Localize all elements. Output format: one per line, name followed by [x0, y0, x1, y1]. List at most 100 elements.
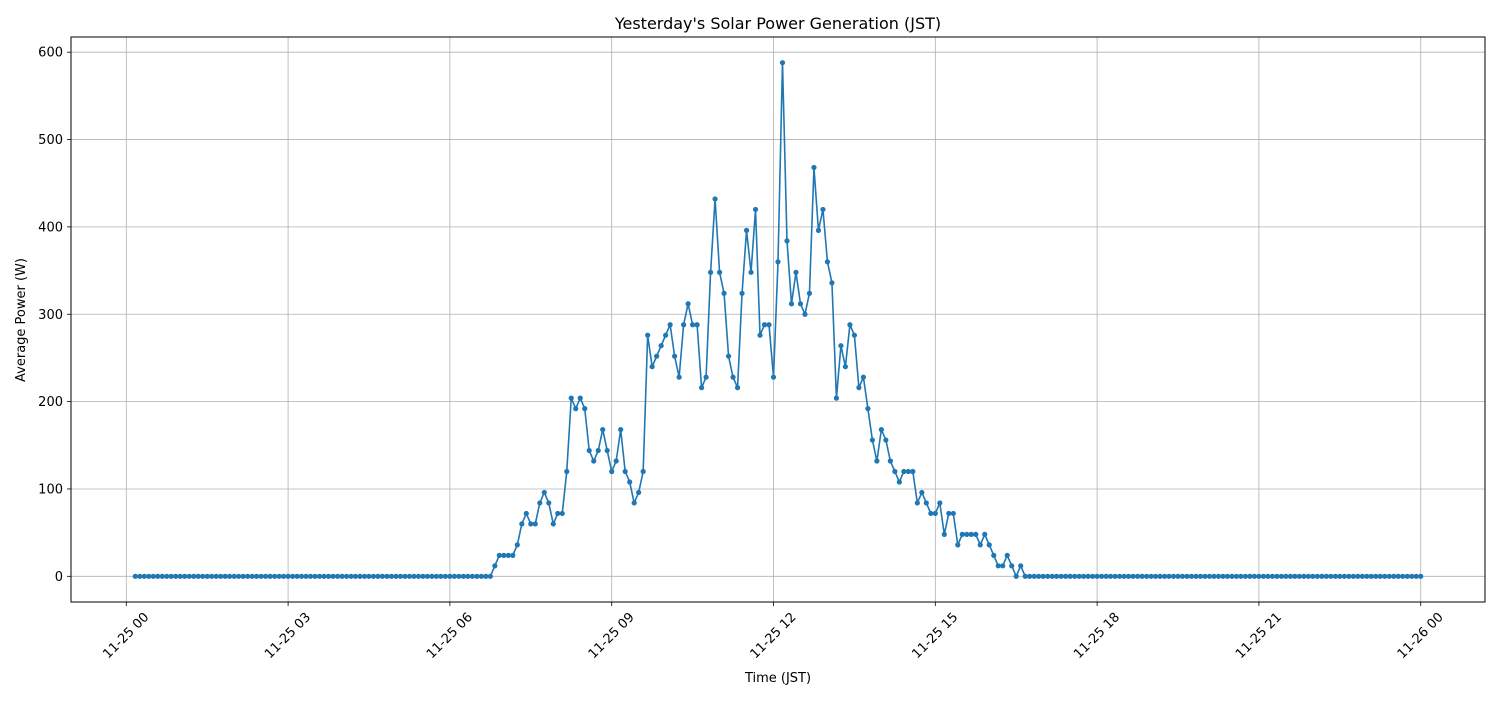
data-point	[456, 573, 462, 579]
data-point	[532, 521, 538, 527]
data-point	[928, 510, 934, 517]
data-point	[604, 447, 610, 454]
y-tick-label: 100	[38, 482, 63, 497]
data-point	[1238, 573, 1244, 579]
data-point	[1220, 573, 1226, 579]
data-point	[829, 280, 835, 286]
data-point	[433, 573, 440, 579]
data-point	[1125, 573, 1132, 579]
data-point	[1175, 573, 1181, 579]
data-point	[285, 573, 291, 579]
data-point	[397, 573, 404, 579]
data-point	[307, 573, 314, 579]
data-point	[883, 437, 889, 443]
data-point	[1404, 573, 1410, 579]
data-point	[474, 573, 480, 579]
data-point	[1242, 573, 1249, 579]
data-point	[195, 573, 201, 579]
data-point	[995, 563, 1001, 569]
y-tick-label: 0	[55, 570, 63, 585]
data-point	[1350, 573, 1356, 579]
data-point	[1031, 573, 1037, 579]
data-point	[1027, 573, 1033, 579]
data-point	[636, 489, 642, 496]
data-point	[1049, 573, 1055, 579]
data-point	[424, 573, 431, 579]
data-point	[1391, 573, 1397, 579]
data-point	[1170, 573, 1177, 579]
data-point	[982, 531, 988, 537]
data-point	[150, 573, 156, 579]
data-point	[622, 468, 628, 475]
data-point	[298, 573, 305, 579]
data-point	[1400, 573, 1406, 579]
y-tick-label: 300	[38, 308, 63, 323]
data-point	[393, 573, 399, 579]
x-axis-label: Time (JST)	[744, 671, 811, 686]
data-point	[483, 573, 489, 579]
data-point	[730, 374, 736, 380]
data-point	[654, 353, 660, 359]
data-point	[280, 573, 287, 579]
data-point	[1395, 573, 1401, 579]
data-point	[793, 269, 799, 275]
data-point	[707, 269, 714, 275]
y-tick-label: 500	[38, 133, 63, 148]
data-point	[1036, 573, 1042, 579]
data-point	[1413, 573, 1419, 579]
data-point	[222, 573, 228, 579]
data-point	[1296, 573, 1302, 579]
data-point	[366, 573, 372, 579]
data-point	[541, 489, 547, 496]
data-point	[465, 573, 471, 579]
data-point	[582, 406, 588, 412]
data-point	[685, 301, 691, 307]
data-point	[1377, 573, 1383, 579]
data-point	[442, 573, 448, 579]
data-point	[977, 542, 983, 548]
data-point	[492, 563, 498, 569]
data-point	[757, 332, 763, 338]
data-point	[973, 531, 979, 537]
data-point	[505, 552, 511, 558]
data-point	[1202, 573, 1208, 579]
data-point	[932, 510, 938, 517]
data-point	[1256, 573, 1262, 579]
data-point	[501, 552, 507, 558]
data-point	[874, 458, 880, 464]
data-point	[1081, 573, 1087, 579]
data-point	[352, 573, 359, 579]
data-point	[905, 468, 911, 475]
data-point	[770, 374, 777, 380]
data-point	[420, 573, 426, 579]
data-point	[991, 552, 997, 558]
data-point	[1054, 573, 1060, 579]
data-point	[1139, 573, 1145, 579]
data-point	[896, 479, 902, 485]
data-point	[964, 531, 970, 537]
data-point	[1382, 573, 1388, 579]
data-point	[1076, 573, 1082, 579]
data-point	[312, 573, 318, 579]
data-point	[218, 573, 224, 579]
data-point	[752, 206, 759, 213]
data-point	[325, 573, 332, 579]
data-point	[1364, 573, 1370, 579]
data-point	[1283, 573, 1289, 579]
data-point	[833, 395, 840, 401]
data-point	[716, 269, 723, 275]
data-point	[1355, 573, 1361, 579]
data-point	[137, 573, 143, 579]
data-point	[370, 573, 377, 579]
data-point	[667, 322, 673, 328]
data-point	[415, 573, 422, 579]
data-point	[645, 332, 651, 338]
data-point	[941, 531, 947, 537]
data-point	[1278, 573, 1284, 579]
data-point	[595, 447, 601, 454]
data-point	[784, 238, 790, 244]
data-point	[1215, 573, 1222, 579]
data-point	[429, 573, 435, 579]
